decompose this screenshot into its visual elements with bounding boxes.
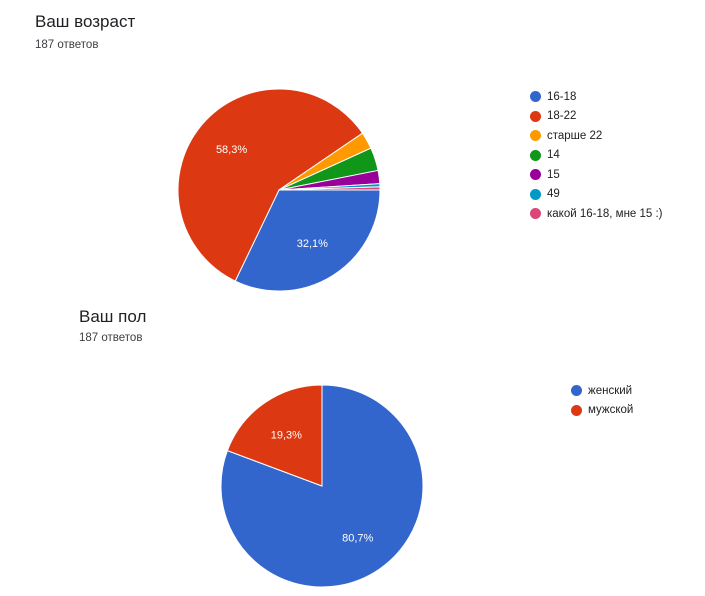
legend-item-14: 14 (530, 146, 663, 166)
legend-item-15: 15 (530, 165, 663, 185)
legend-age: 16-18 18-22 старше 22 14 15 49 какой 16-18, мн… (530, 87, 663, 224)
slice-label-мужской: 19,3% (271, 430, 302, 442)
pie-chart-gender: 80,7% 19,3% (220, 384, 424, 588)
chart-title-age: Ваш возраст (35, 12, 136, 31)
legend-item-какой-16-18-мне-15: какой 16-18, мне 15 :) (530, 204, 663, 224)
legend-swatch (530, 91, 541, 103)
legend-label: 14 (547, 149, 560, 162)
legend-swatch (530, 110, 541, 122)
slice-label-16-18: 32,1% (297, 238, 328, 250)
slice-label-женский: 80,7% (342, 532, 373, 544)
legend-swatch (530, 149, 541, 161)
legend-item-женский: женский (571, 381, 633, 401)
pie-slice-18-22 (177, 88, 364, 282)
chart-title-gender: Ваш пол (79, 307, 147, 326)
pie-chart-age: 32,1% 58,3% (177, 88, 381, 292)
legend-item-18-22: 18-22 (530, 107, 663, 127)
legend-swatch (571, 385, 582, 397)
pie-slice-какой-16-18-мне-15 (278, 186, 381, 191)
pie-slice-16-18 (234, 189, 381, 292)
legend-swatch (530, 130, 541, 142)
legend-label: 18-22 (547, 110, 577, 123)
slice-label-18-22: 58,3% (216, 144, 247, 156)
response-count-gender: 187 ответов (79, 332, 143, 344)
legend-label: мужской (588, 404, 634, 417)
legend-label: женский (588, 384, 633, 397)
legend-swatch (530, 188, 541, 200)
response-count-age: 187 ответов (35, 39, 99, 51)
legend-label: 15 (547, 168, 560, 181)
legend-item-49: 49 (530, 185, 663, 205)
legend-item-мужской: мужской (571, 401, 633, 421)
legend-swatch (530, 169, 541, 181)
legend-label: 16-18 (547, 90, 577, 103)
legend-item-16-18: 16-18 (530, 87, 663, 107)
legend-swatch (571, 404, 582, 416)
legend-label: 49 (547, 188, 560, 201)
legend-item-старше-22: старше 22 (530, 126, 663, 146)
legend-swatch (530, 208, 541, 220)
legend-label: какой 16-18, мне 15 :) (547, 207, 663, 220)
legend-gender: женский мужской (571, 381, 633, 420)
legend-label: старше 22 (547, 129, 603, 142)
pie-slice-мужской (226, 384, 323, 487)
